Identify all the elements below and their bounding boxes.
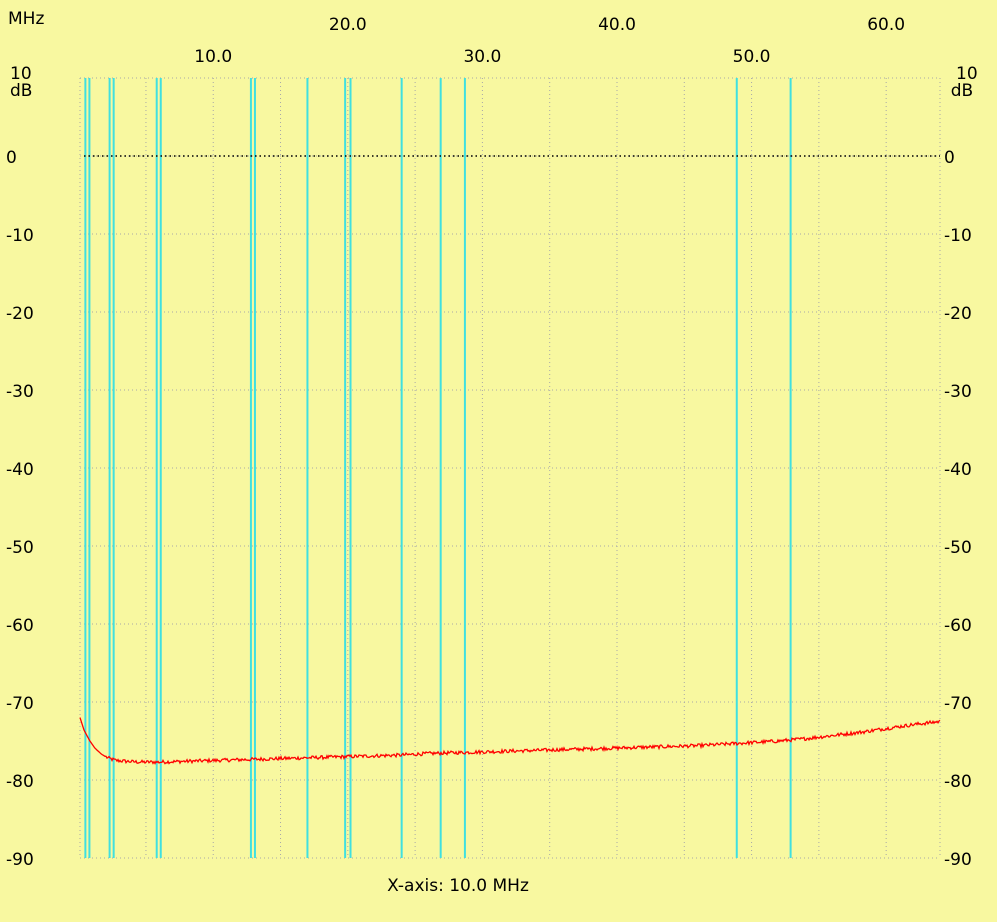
y-tick-label-left: -60 xyxy=(6,616,34,636)
y-tick-label-left: -50 xyxy=(6,538,34,558)
axis-labels: MHz dB dB X-axis: 10.0 MHz 10 10 0 0 -10 -10 -… xyxy=(6,9,978,896)
y-tick-label-left: -20 xyxy=(6,304,34,324)
y-tick-label-left: -70 xyxy=(6,694,34,714)
y-tick-label-right: -20 xyxy=(944,304,972,324)
y-tick-label-left: -30 xyxy=(6,382,34,402)
x-tick-label-bottom: 10.0 xyxy=(194,47,232,67)
y-tick-label-left: -10 xyxy=(6,226,34,246)
trace-line xyxy=(79,717,941,765)
y-tick-label-right: 10 xyxy=(956,64,978,84)
y-tick-label-right: 0 xyxy=(944,148,955,168)
y-unit-label-left: dB xyxy=(10,81,32,101)
y-tick-label-left: 10 xyxy=(10,64,32,84)
y-tick-label-left: 0 xyxy=(6,148,17,168)
y-tick-label-right: -70 xyxy=(944,694,972,714)
x-tick-label-bottom: 50.0 xyxy=(733,47,771,67)
y-tick-label-right: -50 xyxy=(944,538,972,558)
x-tick-label-top: 20.0 xyxy=(329,15,367,35)
x-axis-caption: X-axis: 10.0 MHz xyxy=(387,876,529,896)
y-tick-label-left: -40 xyxy=(6,460,34,480)
grid xyxy=(79,77,941,859)
y-unit-label-right: dB xyxy=(951,81,973,101)
x-unit-label: MHz xyxy=(8,9,44,29)
y-tick-label-left: -90 xyxy=(6,850,34,870)
y-tick-label-right: -10 xyxy=(944,226,972,246)
y-tick-label-right: -60 xyxy=(944,616,972,636)
x-tick-label-top: 60.0 xyxy=(867,15,905,35)
y-tick-label-right: -90 xyxy=(944,850,972,870)
y-tick-label-right: -80 xyxy=(944,772,972,792)
x-tick-label-bottom: 30.0 xyxy=(463,47,501,67)
marker-lines xyxy=(84,78,792,858)
y-tick-label-right: -40 xyxy=(944,460,972,480)
y-tick-label-right: -30 xyxy=(944,382,972,402)
x-tick-label-top: 40.0 xyxy=(598,15,636,35)
y-tick-label-left: -80 xyxy=(6,772,34,792)
